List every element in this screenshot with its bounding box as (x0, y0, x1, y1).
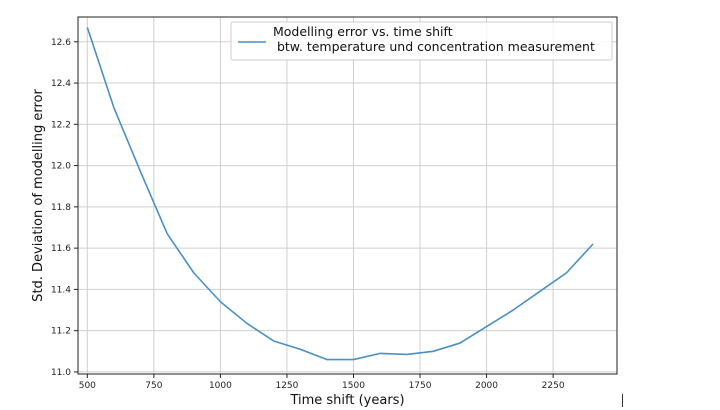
series-line (86, 27, 594, 361)
legend-box (230, 21, 613, 61)
y-axis-label: Std. Deviation of modelling error (31, 89, 46, 302)
grid (78, 17, 617, 374)
y-tick-label: 11.0 (51, 368, 71, 378)
text-cursor (622, 394, 623, 407)
x-tick-label: 1250 (275, 381, 298, 391)
legend: Modelling error vs. time shift btw. temp… (230, 21, 613, 61)
x-axis-label: Time shift (years) (289, 393, 404, 408)
y-tick-label: 11.2 (51, 327, 71, 337)
y-tick-label: 12.4 (51, 79, 71, 89)
y-tick-label: 11.6 (51, 244, 71, 254)
x-tick-label: 2000 (475, 381, 498, 391)
legend-text-line: Modelling error vs. time shift (273, 24, 453, 39)
x-tick-label: 500 (79, 381, 96, 391)
y-tick-label: 12.2 (51, 120, 71, 130)
x-tick-label: 1500 (342, 381, 365, 391)
x-tick-label: 1000 (209, 381, 232, 391)
y-tick-label: 11.4 (51, 285, 71, 295)
legend-text-line: btw. temperature und concentration measu… (273, 39, 595, 54)
y-tick-label: 12.6 (51, 38, 71, 48)
x-tick-label: 1750 (409, 381, 432, 391)
y-tick-label: 11.8 (51, 203, 71, 213)
y-tick-label: 12.0 (51, 162, 71, 172)
plot-frame (77, 16, 618, 375)
series-layer (86, 27, 594, 361)
x-tick-label: 2250 (542, 381, 565, 391)
axis-ticks: 500 750 1000 1250 1500 1750 2000 2250 11.0 11.2 11… (51, 38, 565, 391)
legend-entry-label: Modelling error vs. time shift btw. temp… (273, 24, 595, 54)
x-tick-label: 750 (145, 381, 162, 391)
